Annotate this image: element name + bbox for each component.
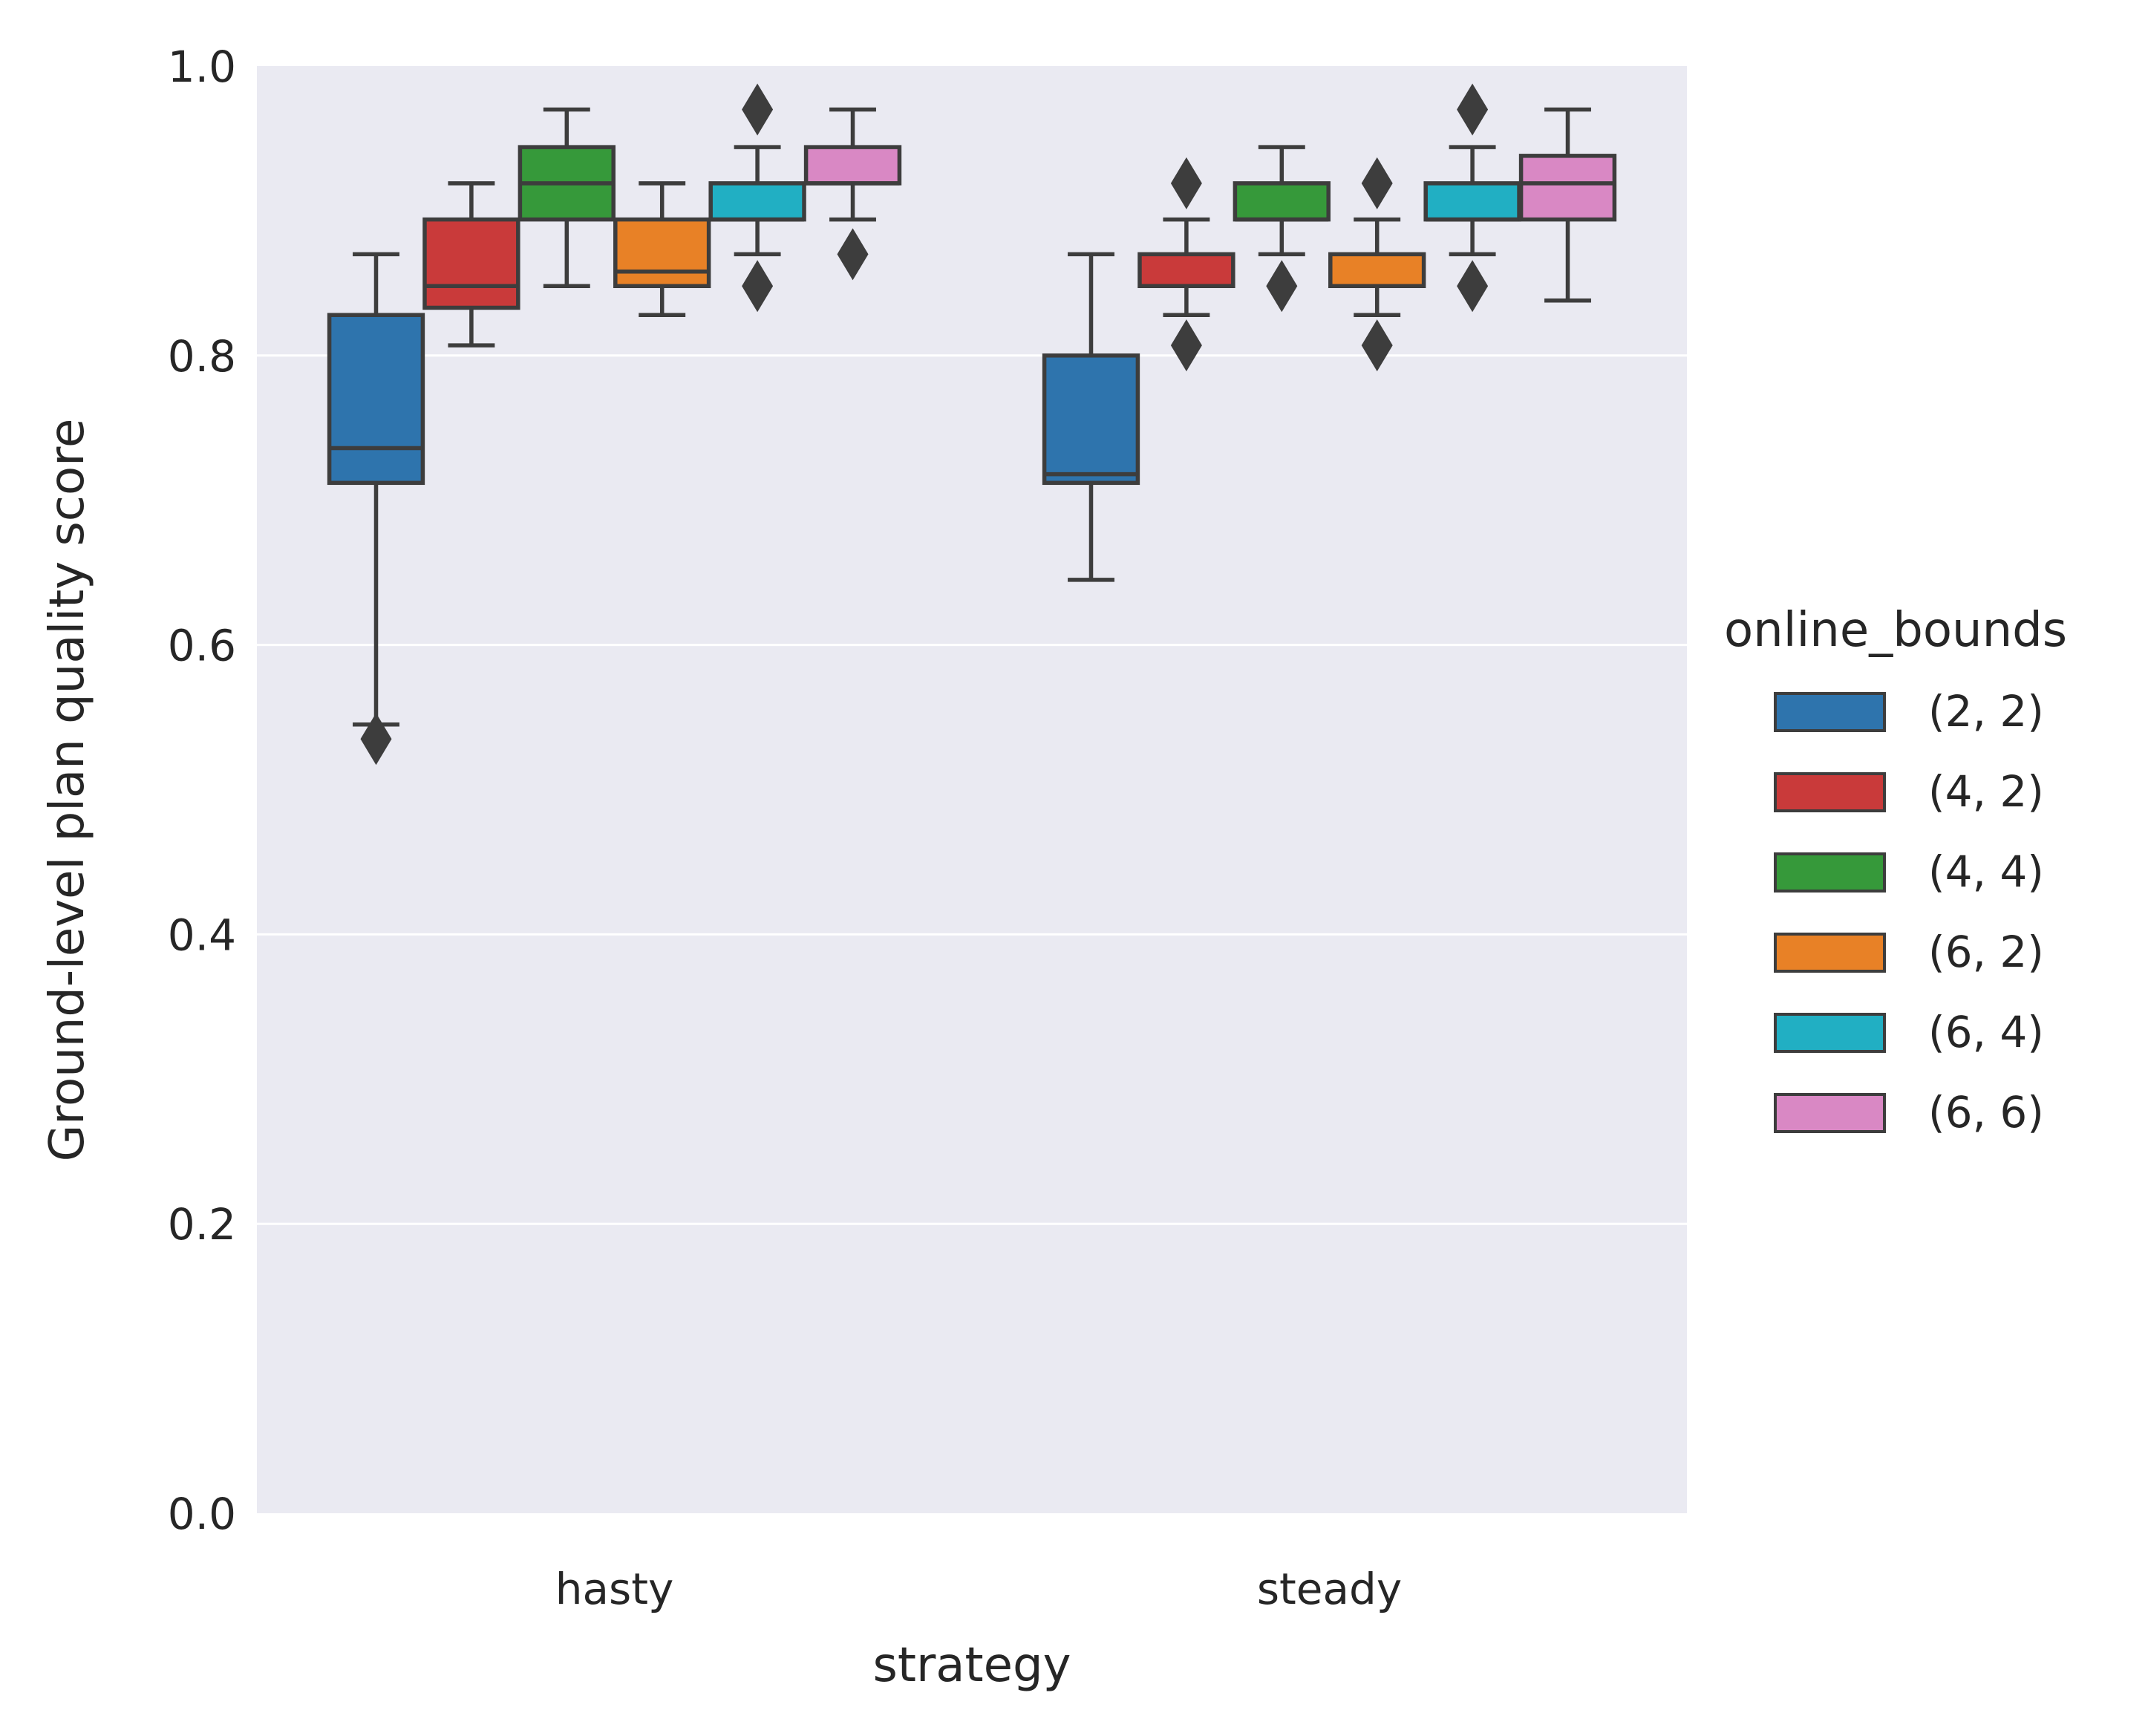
box-1-2 bbox=[1233, 145, 1331, 313]
box-body bbox=[1518, 154, 1617, 222]
y-tick-label: 0.6 bbox=[168, 621, 236, 671]
y-axis-label: Ground-level plan quality score bbox=[40, 419, 95, 1162]
outlier-marker bbox=[1361, 319, 1393, 372]
box-0-3 bbox=[613, 181, 711, 317]
outlier-marker bbox=[742, 83, 774, 136]
y-tick-label: 0.2 bbox=[168, 1199, 236, 1250]
legend-label: (6, 6) bbox=[1928, 1087, 2044, 1138]
box-body bbox=[803, 145, 902, 186]
box-1-0 bbox=[1042, 252, 1140, 582]
box-body bbox=[708, 181, 806, 222]
legend-entry: (6, 2) bbox=[1774, 927, 2044, 977]
box-1-5 bbox=[1518, 107, 1617, 303]
box-body bbox=[327, 313, 425, 486]
x-tick-labels: hasty steady bbox=[555, 1564, 1402, 1614]
boxes bbox=[327, 83, 1617, 766]
box-body bbox=[1423, 181, 1521, 222]
box-0-4 bbox=[708, 83, 806, 313]
y-tick-label: 0.4 bbox=[168, 910, 236, 960]
legend-swatch bbox=[1774, 1093, 1886, 1133]
y-tick-label: 1.0 bbox=[168, 42, 236, 92]
legend-title: online_bounds bbox=[1724, 603, 2067, 658]
outlier-marker bbox=[1170, 319, 1202, 372]
box-body bbox=[1328, 252, 1426, 288]
x-tick-label: steady bbox=[1257, 1564, 1402, 1614]
legend-swatch bbox=[1774, 772, 1886, 812]
outlier-marker bbox=[742, 260, 774, 313]
box-body bbox=[1233, 181, 1331, 222]
x-axis-label: strategy bbox=[873, 1638, 1071, 1693]
outlier-marker bbox=[837, 228, 869, 281]
legend-swatch bbox=[1774, 1013, 1886, 1053]
box-0-1 bbox=[422, 181, 520, 347]
box-1-1 bbox=[1137, 157, 1235, 372]
legend-label: (4, 2) bbox=[1928, 766, 2044, 817]
gridlines bbox=[257, 354, 1687, 1225]
legend-entry: (4, 2) bbox=[1774, 766, 2044, 817]
box-body bbox=[1042, 353, 1140, 486]
legend-swatch bbox=[1774, 933, 1886, 973]
box-1-4 bbox=[1423, 83, 1521, 313]
legend-label: (6, 2) bbox=[1928, 927, 2044, 977]
y-tick-label: 0.0 bbox=[168, 1489, 236, 1539]
outlier-marker bbox=[360, 713, 392, 766]
legend-entry: (6, 6) bbox=[1774, 1087, 2044, 1138]
outlier-marker bbox=[1361, 157, 1393, 209]
legend-entry: (4, 4) bbox=[1774, 846, 2044, 897]
outlier-marker bbox=[1170, 157, 1202, 209]
outlier-marker bbox=[1457, 83, 1489, 136]
box-body bbox=[613, 217, 711, 288]
legend-label: (4, 4) bbox=[1928, 846, 2044, 897]
legend: online_bounds (2, 2) (4, 2) (4, 4) (6, 2) (6… bbox=[1724, 603, 2067, 1138]
box-0-0 bbox=[327, 252, 425, 766]
box-0-2 bbox=[518, 107, 616, 288]
legend-label: (6, 4) bbox=[1928, 1007, 2044, 1057]
y-tick-label: 0.8 bbox=[168, 331, 236, 382]
outlier-marker bbox=[1266, 260, 1298, 313]
box-0-5 bbox=[803, 107, 902, 281]
box-body bbox=[422, 217, 520, 310]
legend-label: (2, 2) bbox=[1928, 686, 2044, 737]
x-tick-label: hasty bbox=[555, 1564, 674, 1614]
y-tick-labels: 0.0 0.2 0.4 0.6 0.8 1.0 bbox=[168, 42, 236, 1539]
legend-swatch bbox=[1774, 852, 1886, 893]
box-body bbox=[1137, 252, 1235, 288]
legend-entry: (2, 2) bbox=[1774, 686, 2044, 737]
legend-swatch bbox=[1774, 692, 1886, 732]
outlier-marker bbox=[1457, 260, 1489, 313]
box-1-3 bbox=[1328, 157, 1426, 372]
legend-entry: (6, 4) bbox=[1774, 1007, 2044, 1057]
